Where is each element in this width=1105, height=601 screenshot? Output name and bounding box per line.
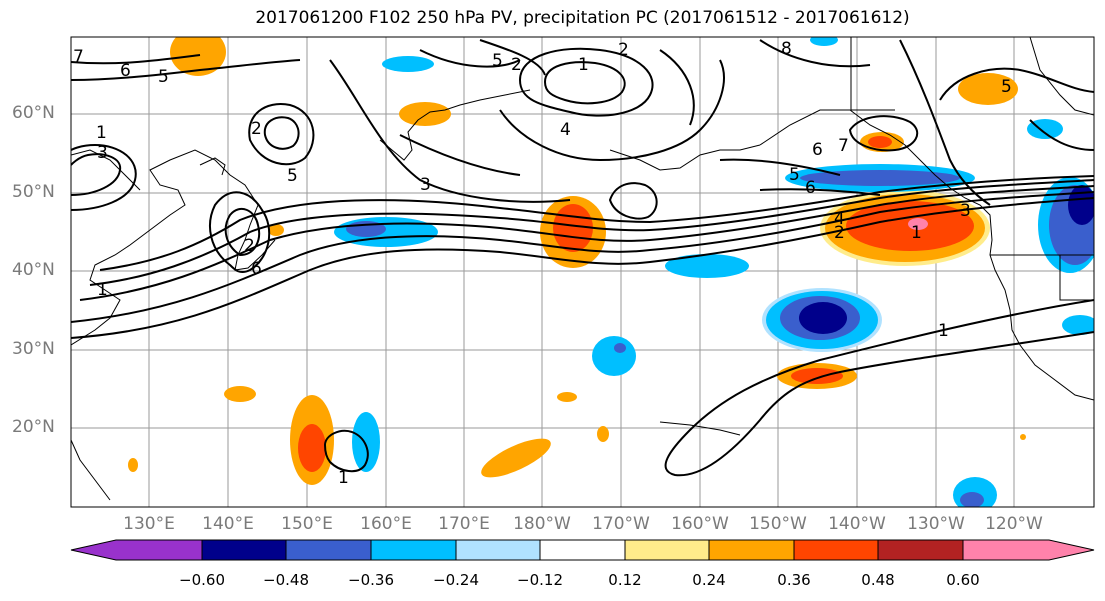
colorbar-segment-6	[624, 539, 710, 561]
contour-label: 2	[251, 119, 262, 139]
colorbar-segment-8	[793, 539, 879, 561]
contour-label: 6	[251, 259, 262, 279]
lat-label: 30°N	[12, 339, 55, 359]
contour-label: 8	[781, 39, 792, 59]
contour-label: 1	[938, 321, 949, 341]
contour-label: 5	[789, 165, 800, 185]
contour-label: 4	[834, 209, 845, 229]
colorbar-tick-label: −0.48	[263, 571, 309, 589]
colorbar-tick-label: 0.24	[692, 571, 726, 589]
lon-label: 150°E	[281, 514, 333, 534]
contour-label: 3	[960, 201, 971, 221]
contour-label: 1	[911, 223, 922, 243]
colorbar-tick-label: 0.12	[608, 571, 642, 589]
contour-label: 1	[96, 123, 107, 143]
lon-label: 130°E	[123, 514, 175, 534]
lat-label: 60°N	[12, 103, 55, 123]
lon-label: 160°W	[671, 514, 729, 534]
contour-label: 5	[1001, 77, 1012, 97]
colorbar-tick-label: −0.24	[433, 571, 479, 589]
lon-label: 170°E	[438, 514, 490, 534]
lon-label: 130°W	[907, 514, 965, 534]
colorbar-tick-label: 0.60	[946, 571, 980, 589]
map-title: 2017061200 F102 250 hPa PV, precipitatio…	[255, 8, 910, 28]
contour-label: 2	[511, 55, 522, 75]
colorbar-tick-label: 0.36	[777, 571, 811, 589]
lon-label: 140°W	[828, 514, 886, 534]
colorbar-tick-label: −0.60	[179, 571, 225, 589]
contour-label: 3	[420, 175, 431, 195]
colorbar-tick-label: −0.36	[348, 571, 394, 589]
colorbar-segment-1	[201, 539, 287, 561]
contour-label: 3	[97, 143, 108, 163]
colorbar-segment-0	[70, 539, 203, 561]
contour-label: 5	[158, 67, 169, 87]
contour-label: 7	[838, 136, 849, 156]
colorbar-segment-4	[455, 539, 541, 561]
colorbar-segment-2	[285, 539, 372, 561]
colorbar-segment-7	[708, 539, 795, 561]
contour-label: 5	[492, 51, 503, 71]
contour-label: 6	[805, 178, 816, 198]
colorbar-segment-9	[877, 539, 964, 561]
contour-label: 1	[338, 468, 349, 488]
lon-label: 180°W	[513, 514, 571, 534]
contour-label: 4	[560, 120, 571, 140]
map-frame-bg	[71, 37, 1094, 507]
contour-label: 6	[120, 61, 131, 81]
lon-label: 150°W	[749, 514, 807, 534]
map-frame	[70, 36, 1095, 508]
gridlines	[71, 37, 1094, 507]
lat-label: 40°N	[12, 260, 55, 280]
lon-label: 160°E	[360, 514, 412, 534]
colorbar-segment-10	[962, 539, 1095, 561]
colorbar	[70, 539, 1095, 561]
lat-label: 20°N	[12, 417, 55, 437]
contour-label: 7	[73, 47, 84, 67]
contour-label: 1	[97, 280, 108, 300]
contour-label: 2	[244, 236, 255, 256]
contour-label: 1	[578, 55, 589, 75]
pv-contours	[71, 39, 1094, 477]
contour-label: 2	[618, 40, 629, 60]
contour-label: 5	[287, 166, 298, 186]
colorbar-segment-5	[539, 539, 626, 561]
lon-label: 140°E	[202, 514, 254, 534]
contour-label: 2	[834, 223, 845, 243]
contour-labels: 7 6 5 1 3 5 2 4 5 2 1 2 8 7 6 5 6 5 1 2 …	[73, 39, 1012, 488]
lon-label: 120°W	[985, 514, 1043, 534]
lon-label: 170°W	[592, 514, 650, 534]
colorbar-tick-label: 0.48	[861, 571, 895, 589]
contour-label: 6	[812, 140, 823, 160]
lat-label: 50°N	[12, 182, 55, 202]
colorbar-tick-label: −0.12	[517, 571, 563, 589]
colorbar-segment-3	[370, 539, 457, 561]
